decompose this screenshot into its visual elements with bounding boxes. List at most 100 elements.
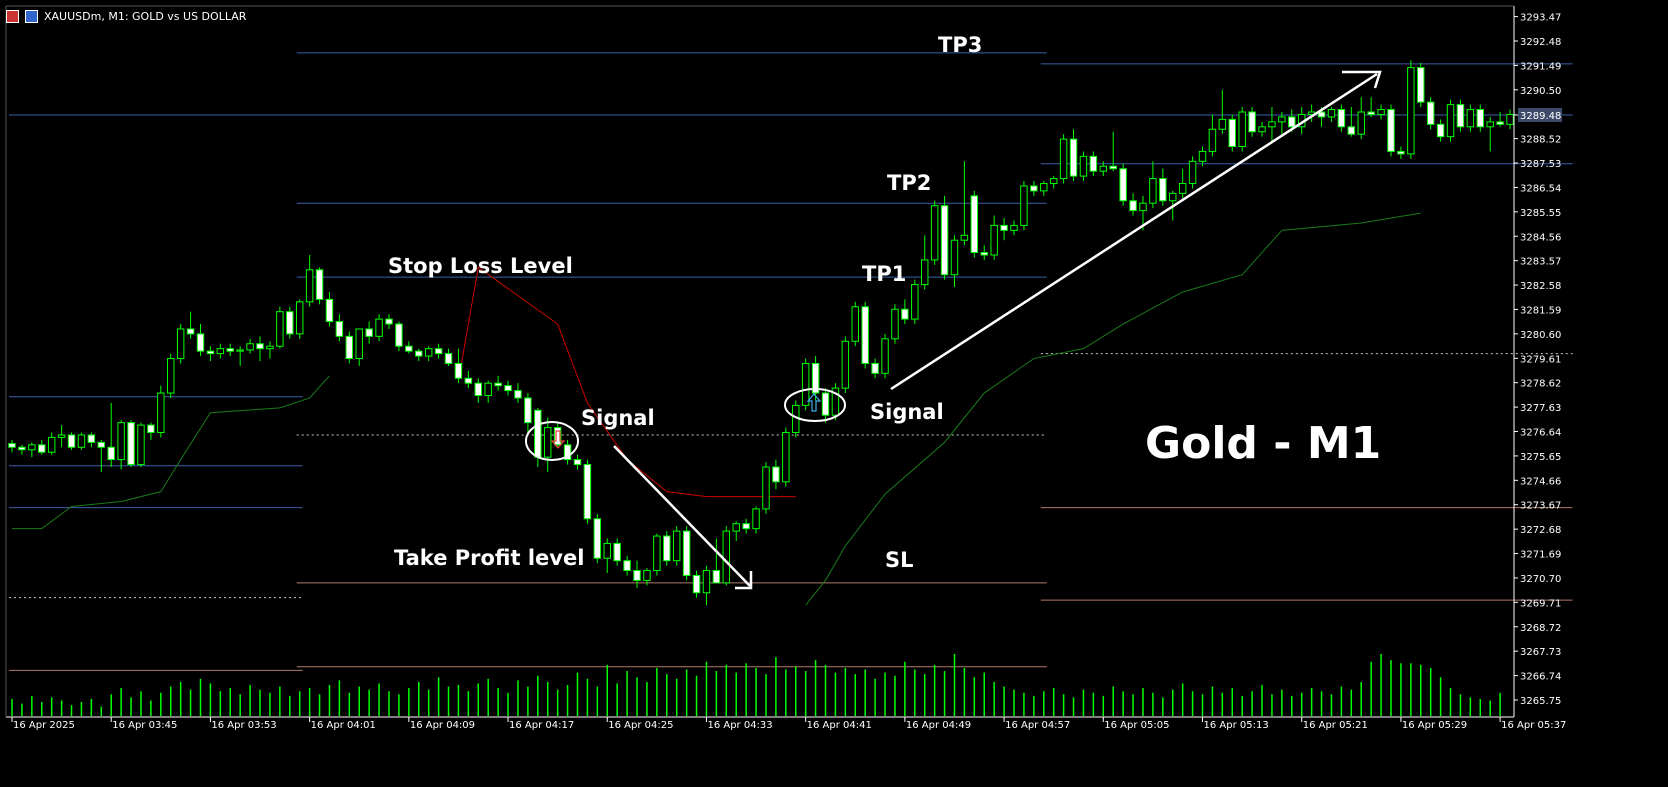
candle-body bbox=[831, 387, 840, 416]
candle-body bbox=[633, 570, 641, 581]
take-profit-level-label: Take Profit level bbox=[394, 546, 584, 570]
candle-body bbox=[38, 444, 46, 453]
y-tick-label: 3290.50 bbox=[1520, 86, 1561, 97]
x-tick-label: 16 Apr 03:45 bbox=[112, 720, 177, 731]
candle-body bbox=[206, 350, 215, 355]
chart-grid-icon[interactable] bbox=[6, 9, 19, 23]
candle-body bbox=[1218, 118, 1227, 130]
candle-body bbox=[127, 422, 135, 466]
candle-body bbox=[524, 397, 532, 424]
y-tick-label: 3287.53 bbox=[1520, 159, 1561, 170]
y-tick-label: 3281.59 bbox=[1520, 305, 1561, 316]
x-tick-label: 16 Apr 05:37 bbox=[1501, 720, 1566, 731]
y-tick-label: 3273.67 bbox=[1520, 501, 1561, 512]
tp1-label: TP1 bbox=[862, 262, 906, 286]
x-tick-label: 16 Apr 04:57 bbox=[1005, 720, 1070, 731]
y-tick-label: 3276.64 bbox=[1520, 428, 1561, 439]
y-tick-label: 3293.47 bbox=[1520, 13, 1561, 24]
candle-body bbox=[930, 205, 939, 261]
candle-body bbox=[434, 348, 443, 355]
candle-body bbox=[1466, 109, 1475, 128]
candle-body bbox=[444, 353, 453, 364]
candle-body bbox=[573, 459, 582, 466]
down-trend-arrow-line bbox=[613, 445, 751, 587]
candle-body bbox=[57, 434, 66, 438]
candle-body bbox=[881, 338, 889, 374]
buy-arrow-icon bbox=[806, 393, 822, 412]
tp2-label: TP2 bbox=[887, 171, 931, 195]
y-tick-label: 3279.61 bbox=[1520, 354, 1561, 365]
candle-body bbox=[1238, 111, 1246, 148]
y-tick-label: 3277.63 bbox=[1520, 403, 1561, 414]
chart-type-icon[interactable] bbox=[25, 9, 38, 23]
candle-body bbox=[1446, 104, 1455, 138]
x-tick-label: 16 Apr 04:01 bbox=[311, 720, 376, 731]
candle-body bbox=[1476, 109, 1485, 128]
candle-body bbox=[77, 434, 86, 448]
candle-body bbox=[980, 252, 988, 256]
x-tick-label: 16 Apr 05:29 bbox=[1402, 720, 1467, 731]
candle-body bbox=[355, 328, 363, 360]
x-tick-label: 16 Apr 04:17 bbox=[509, 720, 574, 731]
candle-body bbox=[395, 323, 403, 347]
candle-body bbox=[1149, 178, 1157, 204]
candle-body bbox=[663, 535, 671, 562]
candle-body bbox=[732, 523, 740, 532]
candle-body bbox=[246, 343, 254, 351]
chart-title: Gold - M1 bbox=[1145, 418, 1381, 469]
candle-body bbox=[1188, 160, 1197, 184]
candle-body bbox=[276, 311, 284, 347]
y-tick-label: 3271.69 bbox=[1520, 550, 1561, 561]
candle-body bbox=[196, 333, 205, 352]
candle-body bbox=[682, 530, 691, 576]
y-tick-label: 3275.65 bbox=[1520, 452, 1561, 463]
sell-arrow-icon bbox=[550, 430, 566, 449]
stop-loss-level-label: Stop Loss Level bbox=[388, 254, 573, 278]
y-tick-label: 3282.58 bbox=[1520, 281, 1561, 292]
candle-body bbox=[1357, 111, 1365, 135]
candle-body bbox=[1079, 155, 1088, 177]
candle-body bbox=[1337, 109, 1346, 128]
candle-body bbox=[305, 269, 314, 303]
candle-body bbox=[415, 350, 423, 357]
candle-body bbox=[811, 362, 820, 394]
candle-body bbox=[1159, 178, 1167, 202]
candle-body bbox=[891, 308, 899, 340]
x-tick-label: 16 Apr 05:13 bbox=[1204, 720, 1269, 731]
candle-body bbox=[1059, 138, 1068, 180]
x-tick-label: 16 Apr 04:49 bbox=[906, 720, 971, 731]
candle-body bbox=[613, 542, 621, 562]
signal-circle-left bbox=[525, 421, 579, 461]
candle-body bbox=[752, 508, 760, 530]
candle-body bbox=[534, 409, 542, 458]
y-tick-label: 3265.75 bbox=[1520, 696, 1561, 707]
candle-body bbox=[563, 444, 572, 461]
trailing-stop-lines bbox=[12, 212, 1550, 605]
price-levels bbox=[9, 52, 1573, 671]
candle-body bbox=[47, 436, 56, 453]
x-tick-label: 16 Apr 04:33 bbox=[707, 720, 772, 731]
candle-body bbox=[1317, 111, 1326, 118]
x-tick-label: 16 Apr 03:53 bbox=[211, 720, 276, 731]
x-tick-label: 16 Apr 2025 bbox=[13, 720, 75, 731]
candle-body bbox=[1198, 150, 1207, 162]
y-tick-label: 3269.71 bbox=[1520, 598, 1561, 609]
candle-body bbox=[1268, 121, 1276, 128]
x-tick-label: 16 Apr 05:05 bbox=[1104, 720, 1169, 731]
candle-body bbox=[871, 362, 879, 374]
candle-body bbox=[1367, 111, 1375, 115]
candle-body bbox=[1049, 178, 1058, 184]
y-tick-label: 3272.68 bbox=[1520, 525, 1561, 536]
candle-body bbox=[1000, 224, 1008, 231]
candle-body bbox=[147, 424, 155, 433]
candle-body bbox=[1178, 183, 1187, 194]
candle-body bbox=[960, 234, 969, 241]
y-tick-label: 3286.54 bbox=[1520, 183, 1561, 194]
candle-body bbox=[1347, 126, 1356, 135]
candle-body bbox=[643, 570, 651, 581]
candle-body bbox=[256, 343, 264, 350]
candle-body bbox=[1258, 126, 1266, 133]
sl-label: SL bbox=[885, 548, 914, 572]
candle-body bbox=[940, 205, 949, 276]
